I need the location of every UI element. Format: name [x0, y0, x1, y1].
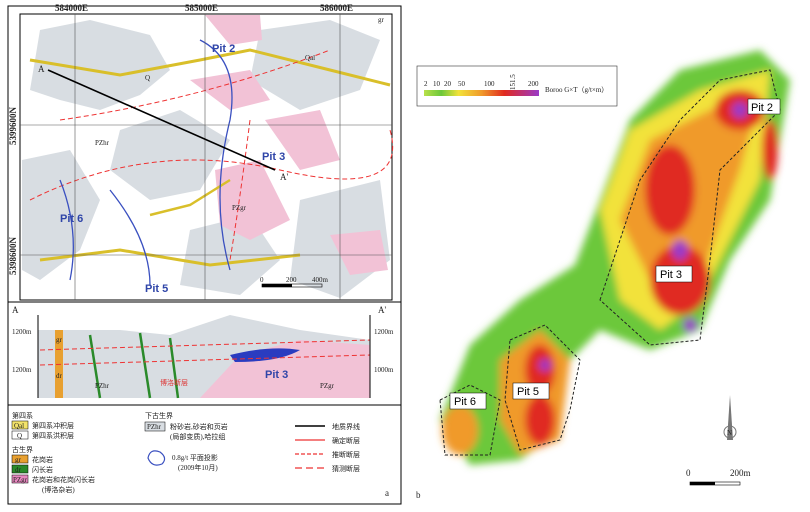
pit-label: Pit 3 — [262, 151, 285, 163]
coord-x: 586000E — [320, 3, 353, 13]
scale-label: 0 — [260, 276, 264, 284]
legend-text: 粉砂岩,砂岩和页岩 — [170, 422, 228, 431]
pit-label: Pit 5 — [517, 386, 539, 398]
cross-section: A A' 1200m 1200m 1200m 1000m PZhr PZgr g… — [7, 301, 402, 406]
legend-code: PZgr — [13, 476, 28, 484]
legend-code: dr — [15, 466, 22, 474]
pit-label: Pit 5 — [145, 283, 168, 295]
panel-label: b — [416, 490, 421, 500]
pit-label: Pit 2 — [751, 102, 773, 114]
scale-label: 200 — [286, 276, 297, 284]
legend-text: 猜测断层 — [332, 464, 360, 473]
legend-code: Q — [17, 432, 22, 440]
unit-label: PZhr — [95, 382, 110, 390]
colorbar-tick: 50 — [458, 80, 466, 88]
coord-y: 5398600N — [8, 237, 18, 276]
unit-label: dr — [56, 372, 63, 380]
legend-text: 推断断层 — [332, 450, 360, 459]
unit-label: PZgr — [320, 382, 335, 390]
legend-code: PZhr — [147, 423, 162, 431]
legend-text: 花岗岩 — [32, 455, 53, 464]
section-start: A — [38, 64, 45, 74]
scale-label: 200m — [730, 468, 751, 478]
pit-label: Pit 3 — [265, 369, 288, 381]
legend-text: 闪长岩 — [32, 465, 53, 474]
unit-label: Qal — [305, 54, 315, 62]
coord-y: 5399600N — [8, 107, 18, 146]
legend-text: (2009年10月) — [178, 463, 218, 472]
legend-text: 确定断层 — [332, 436, 360, 445]
pit-label: Pit 2 — [212, 43, 235, 55]
panel-b: 2 10 20 50 100 151.5 200 Boroo G×T（g/t×m… — [416, 50, 790, 500]
colorbar-tick: 200 — [528, 80, 539, 88]
coord-x: 584000E — [55, 3, 88, 13]
colorbar-title: Boroo G×T（g/t×m） — [545, 86, 608, 94]
legend-text: 地质界线 — [332, 422, 360, 431]
pit-label: Pit 6 — [454, 396, 476, 408]
colorbar-tick: 20 — [444, 80, 452, 88]
coord-x: 585000E — [185, 3, 218, 13]
fault-label: 博洛断层 — [160, 378, 188, 387]
colorbar-tick: 10 — [433, 80, 441, 88]
colorbar-tick: 2 — [424, 80, 428, 88]
legend-note: (博洛杂岩) — [42, 485, 75, 494]
legend-text: 0.8g/t 平面投影 — [172, 453, 218, 462]
section-end: A' — [378, 305, 386, 315]
north-label: N — [727, 429, 732, 437]
legend-title: 下古生界 — [145, 411, 173, 420]
legend-text: (局部变质),哈拉组 — [170, 432, 225, 441]
elevation: 1200m — [12, 328, 32, 336]
unit-label: PZhr — [95, 139, 110, 147]
unit-label: PZgr — [232, 204, 247, 212]
pit-label: Pit 6 — [60, 213, 83, 225]
legend-text: 第四系洪积层 — [32, 431, 74, 440]
elevation: 1200m — [374, 328, 394, 336]
panel-a: 584000E 585000E 586000E 5399600N 5398600… — [7, 3, 402, 505]
colorbar-tick: 100 — [484, 80, 495, 88]
elevation: 1200m — [12, 366, 32, 374]
legend-code: Qal — [14, 422, 24, 430]
heatmap — [440, 50, 790, 465]
legend-code: gr — [15, 456, 22, 464]
unit-label: Q — [145, 74, 150, 82]
pit-label: Pit 3 — [660, 269, 682, 281]
section-end: A' — [280, 172, 288, 182]
unit-label: gr — [56, 336, 63, 344]
elevation: 1000m — [374, 366, 394, 374]
legend-text: 花岗岩和花岗闪长岩 — [32, 475, 95, 484]
legend: 第四系 Qal 第四系冲积层 Q 第四系洪积层 古生界 gr 花岗岩 dr 闪长… — [11, 411, 389, 498]
scale-label: 0 — [686, 468, 691, 478]
legend-text: 第四系冲积层 — [32, 421, 74, 430]
unit-label: gr — [378, 16, 385, 24]
legend-title: 第四系 — [12, 411, 33, 420]
legend-title: 古生界 — [12, 445, 33, 454]
scale-label: 400m — [312, 276, 329, 284]
geologic-map: 584000E 585000E 586000E 5399600N 5398600… — [8, 3, 394, 301]
colorbar-box — [416, 65, 618, 107]
panel-label: a — [385, 488, 389, 498]
colorbar-tick: 151.5 — [509, 74, 517, 90]
section-start: A — [12, 305, 19, 315]
